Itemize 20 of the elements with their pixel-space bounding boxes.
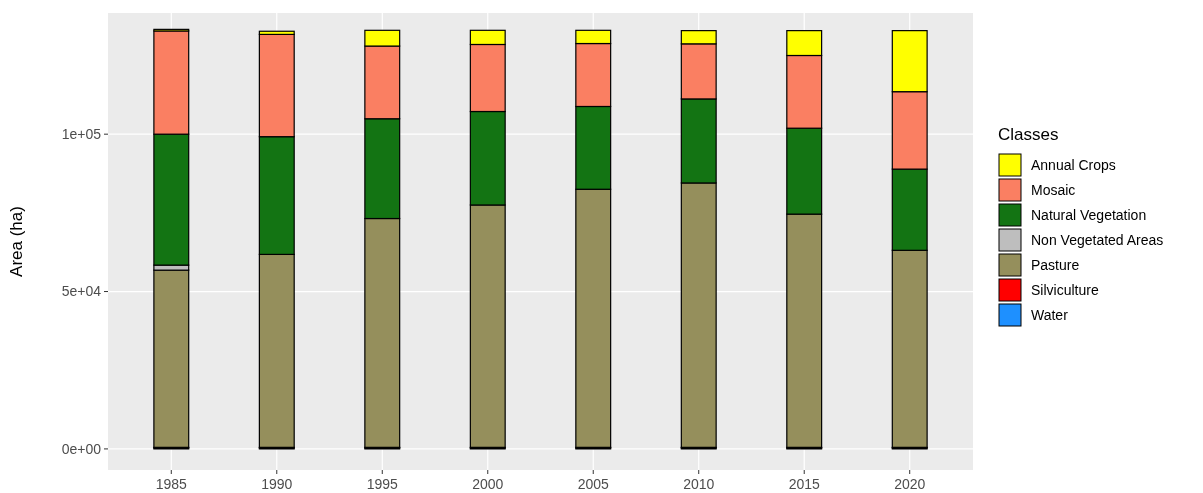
y-tick-label: 0e+00 (61, 440, 102, 457)
y-tick-label: 1e+05 (61, 126, 102, 143)
legend-label: Pasture (1031, 256, 1080, 273)
legend-label: Silviculture (1031, 281, 1099, 298)
y-tick-label: 5e+04 (61, 283, 102, 300)
legend-label: Water (1031, 306, 1069, 323)
x-tick-label: 2010 (683, 476, 715, 492)
x-tick-label: 1995 (366, 476, 399, 492)
x-tick-label: 2020 (894, 476, 926, 492)
x-tick-label: 2000 (472, 476, 504, 492)
legend-label: Mosaic (1031, 181, 1076, 198)
x-tick-label: 2005 (577, 476, 610, 492)
legend-label: Natural Vegetation (1031, 206, 1147, 223)
legend-title: Classes (998, 125, 1059, 144)
y-axis-title: Area (ha) (7, 206, 26, 277)
x-tick-label: 1985 (155, 476, 188, 492)
legend-label: Annual Crops (1031, 156, 1116, 173)
x-tick-label: 2015 (788, 476, 820, 492)
legend-label: Non Vegetated Areas (1031, 231, 1164, 248)
x-tick-label: 1990 (261, 476, 293, 492)
